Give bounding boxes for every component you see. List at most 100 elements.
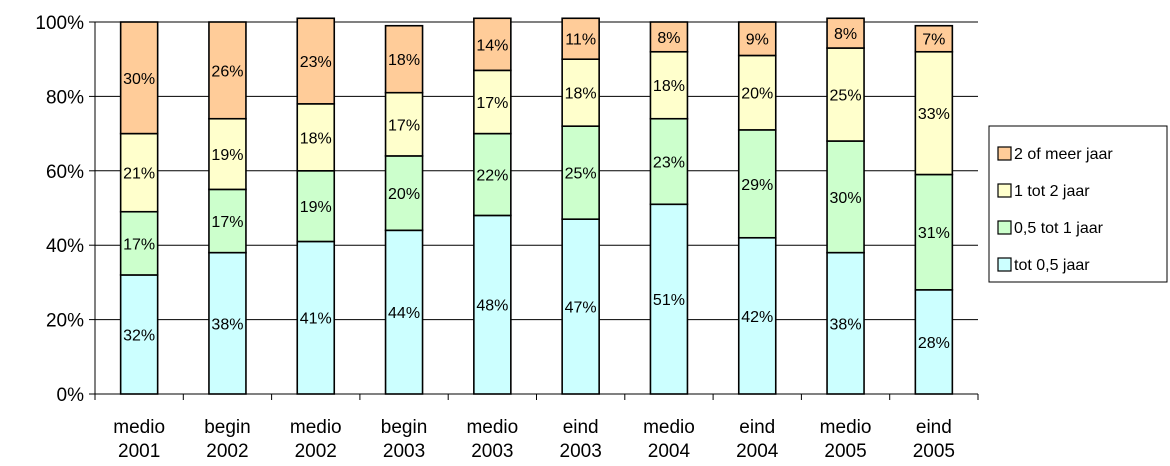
y-tick-label: 0% <box>57 385 85 406</box>
bar-stacks: 32% 17% 21% 30% 38% 17% 19% 26% 41% 19% 18% 23% 44% 2… <box>119 17 954 395</box>
x-category-label: medio 2002 <box>290 417 342 462</box>
data-label: 17% <box>388 117 420 134</box>
legend: 2 of meer jaar 1 tot 2 jaar 0,5 tot 1 jaar… <box>988 125 1168 283</box>
y-tick-label: 100% <box>35 13 84 34</box>
y-tick-label: 60% <box>46 162 84 183</box>
data-label: 18% <box>300 130 332 147</box>
data-label: 17% <box>123 236 155 253</box>
legend-swatch <box>997 257 1012 272</box>
data-label: 9% <box>746 32 769 49</box>
x-category-label: eind 2003 <box>560 417 602 462</box>
data-label: 21% <box>123 166 155 183</box>
data-label: 30% <box>830 190 862 207</box>
bar-segment <box>384 91 424 157</box>
data-label: 23% <box>653 155 685 172</box>
bar-segment <box>119 274 159 395</box>
bar-segment <box>561 17 600 60</box>
data-label: 33% <box>918 106 950 123</box>
bar-segment <box>914 50 954 176</box>
x-category-label: begin 2003 <box>381 417 428 462</box>
x-category-label: medio 2001 <box>113 417 165 462</box>
data-label: 17% <box>211 214 243 231</box>
bar-segment <box>649 50 689 120</box>
data-label: 38% <box>830 316 862 333</box>
data-label: 51% <box>653 292 685 309</box>
data-label: 44% <box>388 305 420 322</box>
legend-swatch <box>997 220 1012 235</box>
bar-segment <box>473 214 512 395</box>
y-tick-label: 20% <box>46 311 84 332</box>
bar-segment <box>826 17 865 49</box>
x-category-label: begin 2002 <box>204 417 251 462</box>
data-label: 26% <box>211 63 243 80</box>
bar-segment <box>384 229 424 395</box>
data-label: 47% <box>565 300 597 317</box>
data-label: 25% <box>830 88 862 105</box>
bar-segment <box>561 125 600 220</box>
data-label: 20% <box>388 186 420 203</box>
data-label: 41% <box>300 311 332 328</box>
bar-segment <box>737 21 777 57</box>
bar-segment <box>649 203 689 395</box>
bar-segment <box>737 54 777 131</box>
bar-segment <box>649 117 689 206</box>
y-tick-labels: 0% 20% 40% 60% 80% 100% <box>35 13 84 406</box>
data-label: 18% <box>565 86 597 103</box>
x-category-label: medio 2003 <box>466 417 518 462</box>
x-category-label: eind 2004 <box>736 417 779 462</box>
legend-label: tot 0,5 jaar <box>1014 257 1090 274</box>
bar-segment <box>296 170 336 243</box>
bar-segment <box>561 58 600 127</box>
x-category-labels: medio 2001 begin 2002 medio 2002 begin 2003 medi… <box>113 417 955 462</box>
bar-segment <box>296 240 336 395</box>
data-label: 18% <box>653 78 685 95</box>
data-label: 30% <box>123 71 155 88</box>
bar-segment <box>649 21 689 53</box>
bar-segment <box>914 24 954 53</box>
bar-segment <box>296 17 336 105</box>
x-category-label: medio 2004 <box>643 417 695 462</box>
legend-label: 0,5 tot 1 jaar <box>1014 220 1104 237</box>
data-label: 11% <box>565 32 596 49</box>
bar-segment <box>826 140 865 254</box>
bar-segment <box>384 155 424 232</box>
axes <box>89 21 979 400</box>
legend-label: 1 tot 2 jaar <box>1014 183 1090 200</box>
x-category-label: eind 2005 <box>913 417 955 462</box>
data-label: 18% <box>388 52 420 69</box>
bar-segment <box>473 17 512 72</box>
data-label: 14% <box>476 37 508 54</box>
data-label: 17% <box>476 95 508 112</box>
data-label: 19% <box>211 147 243 164</box>
bar-segment <box>208 21 247 120</box>
legend-swatch <box>997 183 1012 198</box>
y-tick-label: 80% <box>46 87 84 108</box>
legend-label: 2 of meer jaar <box>1014 146 1113 163</box>
data-label: 25% <box>565 166 597 183</box>
data-label: 23% <box>300 54 332 71</box>
bar-segment <box>737 236 777 395</box>
data-label: 8% <box>834 26 857 43</box>
bar-segment <box>473 69 512 135</box>
legend-swatch <box>997 146 1012 161</box>
legend-box <box>988 125 1168 283</box>
data-label: 22% <box>476 168 508 185</box>
bar-segment <box>384 24 424 94</box>
bar-segment <box>473 132 512 217</box>
data-label: 19% <box>300 199 332 216</box>
bar-segment <box>119 21 159 135</box>
data-label: 32% <box>123 327 155 344</box>
data-label: 42% <box>741 309 773 326</box>
bar-segment <box>119 210 159 276</box>
data-label: 38% <box>211 316 243 333</box>
data-label: 20% <box>741 86 773 103</box>
data-label: 7% <box>922 32 945 49</box>
data-label: 48% <box>476 298 508 315</box>
x-category-label: medio 2005 <box>820 417 872 462</box>
bar-segment <box>737 129 777 239</box>
data-label: 29% <box>741 177 773 194</box>
data-label: 8% <box>657 30 680 47</box>
data-label: 28% <box>918 335 950 352</box>
y-tick-label: 40% <box>46 236 84 257</box>
